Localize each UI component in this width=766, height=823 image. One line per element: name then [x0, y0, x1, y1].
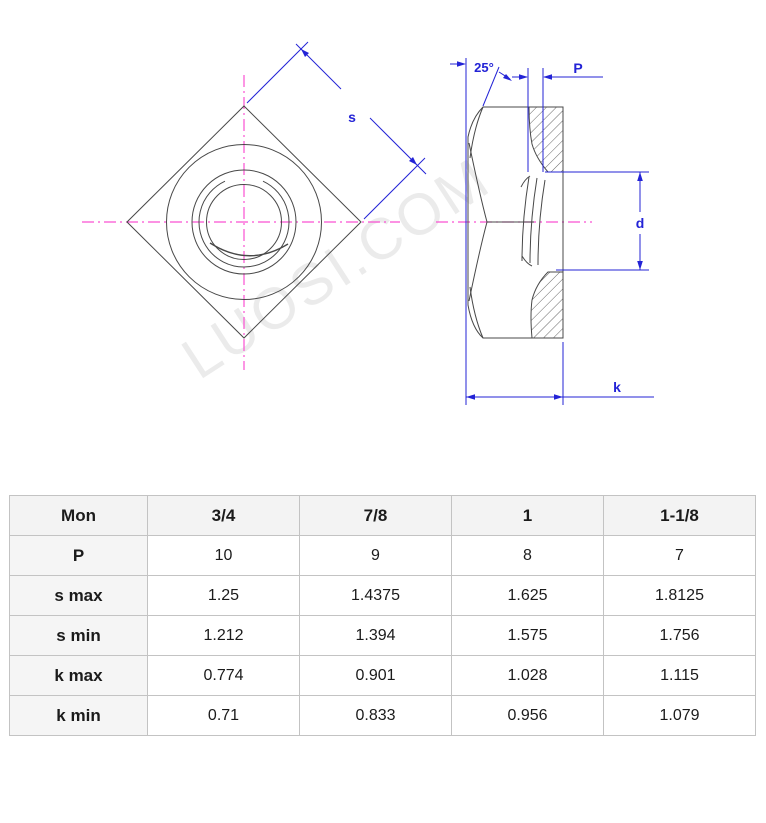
table-row: P 10 9 8 7: [9, 535, 756, 576]
cell-value: 1.756: [603, 615, 756, 656]
table-row: k max 0.774 0.901 1.028 1.115: [9, 655, 756, 696]
dimension-k-label: k: [613, 379, 621, 395]
dimension-angle-label: 25°: [474, 60, 494, 75]
cell-value: 1.575: [451, 615, 604, 656]
front-view: s: [82, 41, 427, 370]
cell-value: 0.71: [147, 695, 300, 736]
cell-value: 1.394: [299, 615, 452, 656]
bearing-face-circle: [191, 169, 297, 275]
dimension-d-label: d: [636, 215, 645, 231]
table-row: s min 1.212 1.394 1.575 1.756: [9, 615, 756, 656]
thread-lines: [520, 175, 546, 267]
section-hatch-bottom: [530, 271, 564, 339]
dimension-k: k: [465, 58, 654, 405]
col-header-param: Mon: [9, 495, 148, 536]
cell-value: 1.625: [451, 575, 604, 616]
cell-value: 7: [603, 535, 756, 576]
row-label: k min: [9, 695, 148, 736]
dimension-angle: 25°: [450, 60, 512, 107]
technical-drawing: LUOSI.COM s: [82, 41, 654, 405]
table-header-row: Mon 3/4 7/8 1 1-1/8: [9, 495, 756, 536]
cell-value: 1.4375: [299, 575, 452, 616]
col-header-size: 3/4: [147, 495, 300, 536]
cell-value: 1.25: [147, 575, 300, 616]
dimension-d: d: [545, 171, 649, 271]
cell-value: 9: [299, 535, 452, 576]
square-outline: [126, 105, 362, 339]
col-header-size: 1: [451, 495, 604, 536]
row-label: P: [9, 535, 148, 576]
thread-minor-circle: [206, 184, 282, 260]
dimension-s: s: [246, 41, 427, 220]
cell-value: 8: [451, 535, 604, 576]
table-row: k min 0.71 0.833 0.956 1.079: [9, 695, 756, 736]
cell-value: 1.028: [451, 655, 604, 696]
section-hatch-top: [528, 106, 564, 173]
col-header-size: 7/8: [299, 495, 452, 536]
cell-value: 1.079: [603, 695, 756, 736]
cell-value: 1.212: [147, 615, 300, 656]
thread-major-arc: [198, 180, 290, 268]
thread-runout-arc: [209, 242, 289, 257]
table-row: s max 1.25 1.4375 1.625 1.8125: [9, 575, 756, 616]
row-label: s max: [9, 575, 148, 616]
row-label: k max: [9, 655, 148, 696]
cell-value: 0.901: [299, 655, 452, 696]
cell-value: 1.8125: [603, 575, 756, 616]
row-label: s min: [9, 615, 148, 656]
cell-value: 10: [147, 535, 300, 576]
cell-value: 1.115: [603, 655, 756, 696]
cell-value: 0.956: [451, 695, 604, 736]
dimension-p-label: P: [573, 60, 582, 76]
spec-table: Mon 3/4 7/8 1 1-1/8 P 10 9 8 7 s max 1.25 1.4375 1.62…: [9, 495, 756, 736]
cell-value: 0.833: [299, 695, 452, 736]
side-view: 25° P d: [436, 58, 654, 405]
chamfer-circle: [166, 144, 322, 300]
cell-value: 0.774: [147, 655, 300, 696]
dimension-p: P: [512, 60, 603, 172]
col-header-size: 1-1/8: [603, 495, 756, 536]
dimension-s-label: s: [348, 109, 356, 125]
